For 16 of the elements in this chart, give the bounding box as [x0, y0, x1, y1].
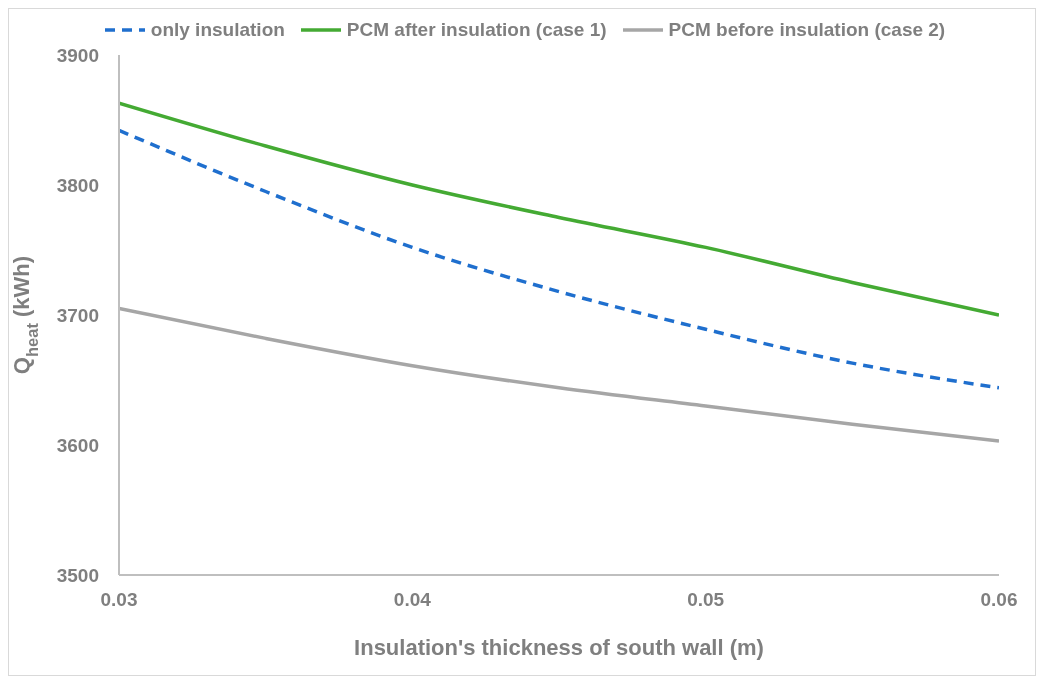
y-tick-label: 3700 — [56, 304, 99, 326]
x-tick-label: 0.06 — [980, 589, 1018, 611]
x-tick-label: 0.05 — [687, 589, 725, 611]
x-tick-label: 0.03 — [100, 589, 138, 611]
legend-label: PCM before insulation (case 2) — [667, 19, 946, 41]
legend-label: PCM after insulation (case 1) — [345, 19, 607, 41]
x-tick-label: 0.04 — [393, 589, 432, 611]
line-series — [119, 306, 999, 443]
line-series — [119, 128, 999, 390]
line-series — [119, 101, 999, 317]
y-tick-label: 3600 — [56, 434, 99, 456]
y-tick-label: 3900 — [56, 44, 99, 66]
legend-label: only insulation — [149, 19, 285, 41]
y-tick-label: 3500 — [56, 564, 99, 586]
y-tick-label: 3800 — [56, 174, 99, 196]
x-axis-title: Insulation's thickness of south wall (m) — [354, 635, 764, 660]
